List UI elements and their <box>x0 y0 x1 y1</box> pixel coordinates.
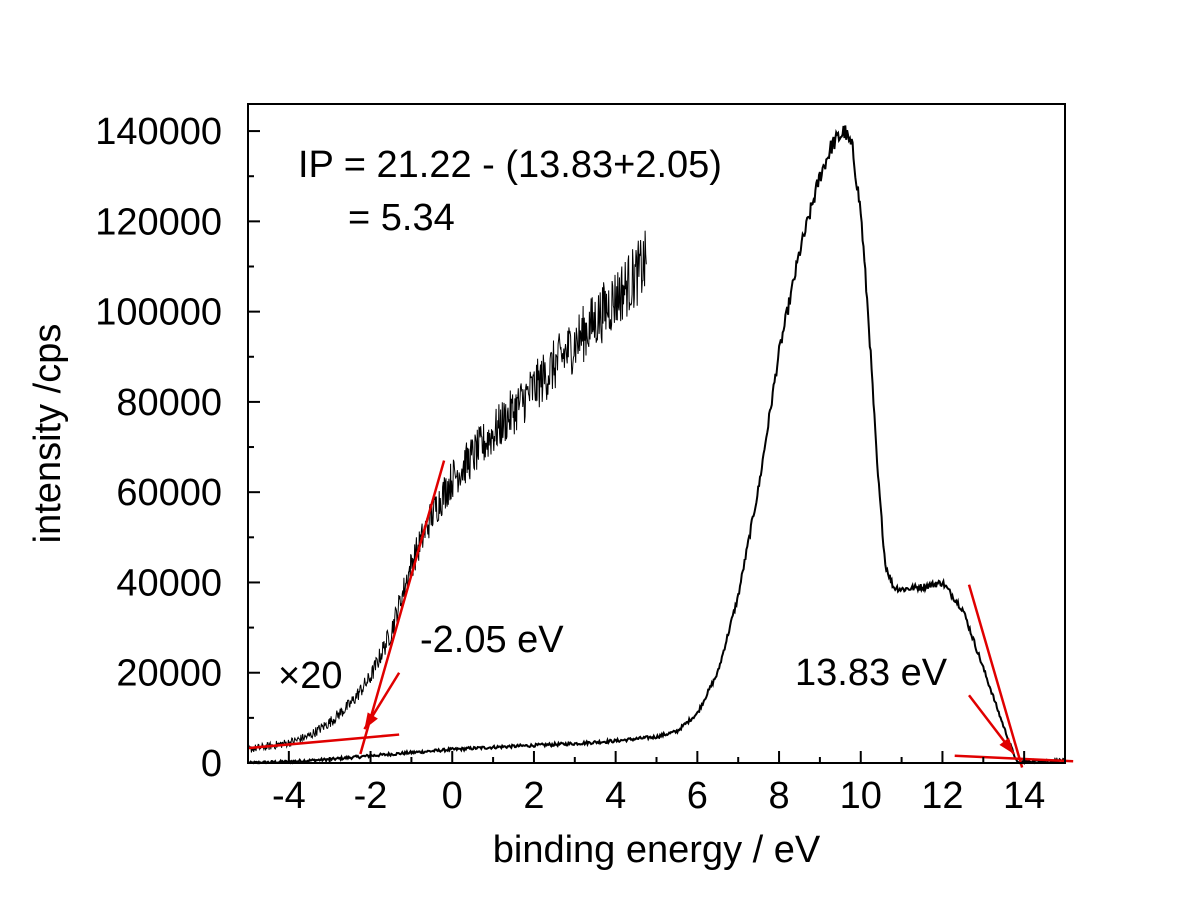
right-cutoff-fit-line <box>967 584 1024 768</box>
y-tick-label: 100000 <box>95 292 222 334</box>
x-tick-label: -4 <box>272 775 306 817</box>
ip-formula-line1: IP = 21.22 - (13.83+2.05) <box>298 144 722 186</box>
y-axis-label: intensity /cps <box>27 324 69 544</box>
x-axis-label: binding energy / eV <box>493 829 821 871</box>
scale-factor-label: ×20 <box>278 655 342 697</box>
spectrum-line <box>247 125 1066 766</box>
right-cutoff-label: 13.83 eV <box>795 652 948 694</box>
y-tick-label: 120000 <box>95 201 222 243</box>
x-tick-label: 10 <box>840 775 882 817</box>
axes-layer: -4 -2 0 2 4 6 8 10 12 14 0 20000 40000 60000 80000 1000… <box>27 103 1066 871</box>
y-tick-label: 60000 <box>116 472 222 514</box>
fit-lines-layer <box>247 460 1074 768</box>
y-tick-label: 0 <box>201 743 222 785</box>
x-tick-label: 0 <box>442 775 463 817</box>
x-tick-label: 4 <box>605 775 626 817</box>
left-onset-fit-line <box>359 460 446 755</box>
y-tick-label: 140000 <box>95 111 222 153</box>
right-baseline-fit-line <box>954 754 1074 763</box>
x-tick-label: 6 <box>687 775 708 817</box>
x-tick-label: -2 <box>354 775 388 817</box>
ip-formula-line2: = 5.34 <box>348 197 455 239</box>
series-layer <box>247 125 1066 766</box>
right-cutoff-arrow <box>968 694 1015 755</box>
x-tick-label: 2 <box>523 775 544 817</box>
y-tick-label: 80000 <box>116 382 222 424</box>
annotation-layer: IP = 21.22 - (13.83+2.05) = 5.34 ×20 -2.… <box>278 144 948 697</box>
left-onset-label: -2.05 eV <box>420 619 564 661</box>
spectrum-x20-line <box>247 230 647 753</box>
x-tick-label: 8 <box>768 775 789 817</box>
y-tick-label: 40000 <box>116 562 222 604</box>
x-tick-label: 12 <box>921 775 963 817</box>
y-tick-label: 20000 <box>116 653 222 695</box>
left-baseline-fit-line <box>247 733 400 750</box>
x-tick-label: 14 <box>1003 775 1045 817</box>
left-onset-arrow <box>363 672 401 730</box>
